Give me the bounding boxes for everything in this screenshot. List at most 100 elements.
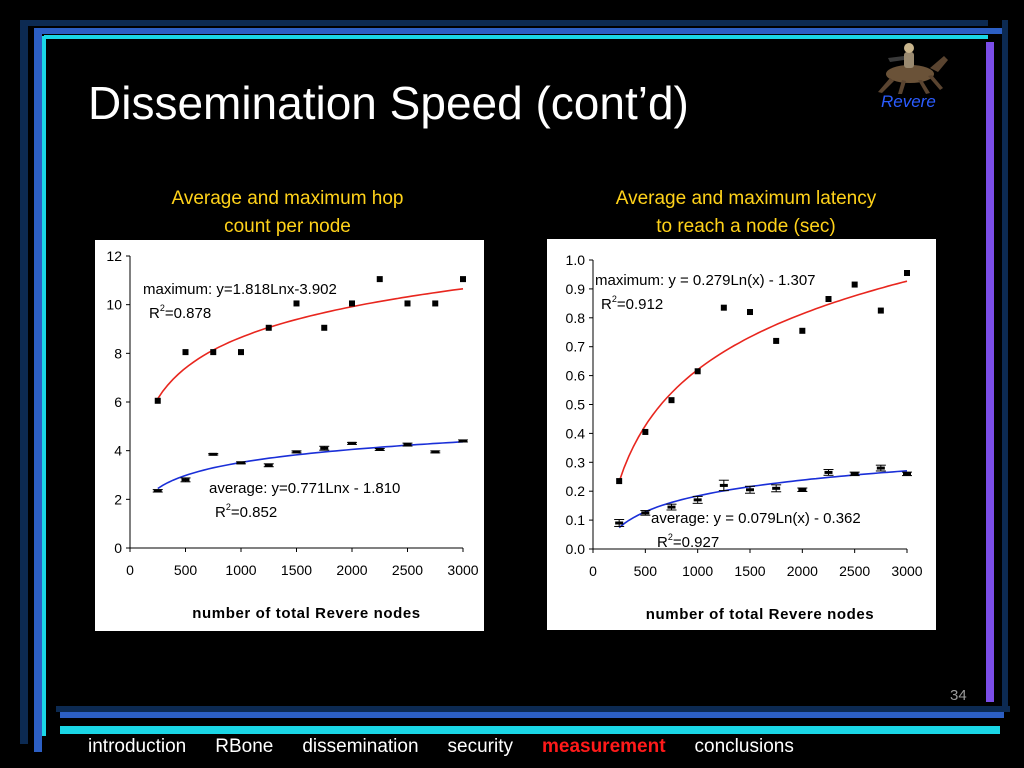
chart2-title: Average and maximum latency to reach a n… [570,185,922,241]
nav-item-conclusions[interactable]: conclusions [694,736,794,757]
chart2-y-tick-label: 0.0 [566,541,586,557]
chart1-average-point [375,447,384,451]
chart2-maximum-point [720,304,727,311]
chart2-average-point [824,470,833,474]
chart2-average-point [719,483,728,487]
chart2-plot: 0.0 0.1 0.2 0.3 0.4 0.5 0.6 0.7 0.8 0.9 1.0 0 500 100… [566,252,923,623]
nav-item-rbone[interactable]: RBone [215,736,274,757]
chart2-maximum-r2: R2=0.912 [601,294,663,313]
chart2-y-tick-label: 1.0 [566,252,586,268]
chart1-average-point [403,443,412,447]
chart2-average-point [667,505,676,509]
frame-left-cyan [42,36,46,736]
frame-bottom-blue [60,712,1004,718]
chart1-maximum-r2: R2=0.878 [149,303,211,322]
chart2-x-axis-label: number of total Revere nodes [646,606,875,623]
chart2-title-line: to reach a node (sec) [656,216,836,237]
chart2-x-tick-label: 1000 [682,563,713,579]
frame-left-dark [20,20,28,744]
chart2-y-tick-label: 0.8 [566,310,586,326]
chart2-y-tick-label: 0.7 [566,339,586,355]
chart2-maximum-equation: maximum: y = 0.279Ln(x) - 1.307 [595,272,816,289]
chart1-maximum-point [154,397,161,404]
chart2-average-point [876,466,885,470]
slide-number: 34 [950,687,967,704]
chart1-x-tick-label: 1000 [225,562,256,578]
chart1-maximum-fit-line [157,288,464,400]
chart2-y-tick-label: 0.2 [566,483,586,499]
chart2-average-point [850,472,859,476]
chart1-r2-superscript: 2 [160,303,165,313]
chart2-maximum-point [904,270,910,277]
chart2-r2-value: =0.912 [617,296,663,313]
chart2-average-point [746,488,754,492]
chart1-title-line: count per node [224,216,351,237]
chart1-x-tick-label: 2000 [336,562,367,578]
chart2-r2-superscript: 2 [668,532,673,542]
chart1-maximum-point [265,324,272,331]
chart1-x-axis-label: number of total Revere nodes [192,605,421,622]
chart1-average-point [459,439,467,443]
chart2-x-tick-label: 0 [589,563,597,579]
chart2-maximum-point [616,478,623,485]
chart2-average-equation: average: y = 0.079Ln(x) - 0.362 [651,510,861,527]
chart2-r2-superscript: 2 [612,294,617,304]
chart1-maximum-point [293,300,300,307]
chart1-y-tick-label: 4 [114,443,122,459]
section-nav: introduction RBone dissemination securit… [88,736,928,762]
chart2-maximum-fit-line [618,280,908,482]
chart1-average-point [181,478,190,482]
chart1-y-tick-label: 2 [114,491,122,507]
nav-item-measurement[interactable]: measurement [541,736,666,757]
chart2-average-point [615,521,624,525]
chart1-average-fit-line [157,441,464,490]
chart2-average-r2: R2=0.927 [657,532,719,551]
chart2-average-point [903,472,911,476]
chart1-maximum-point [349,300,355,307]
chart2-average-point [693,498,702,502]
frame-right-dark [1002,20,1008,710]
chart1-y-tick-label: 6 [114,394,122,410]
chart2-maximum-point [668,397,675,404]
chart1-maximum-point [238,349,244,356]
nav-item-dissemination[interactable]: dissemination [302,736,419,757]
chart1-x-tick-label: 500 [174,562,198,578]
chart2-title-line: Average and maximum latency [615,188,877,209]
chart2-x-tick-label: 2000 [787,563,818,579]
horse-rider-icon [878,43,948,94]
chart1-y-tick-label: 0 [114,540,122,556]
frame-top-blue [36,28,1004,34]
chart1-average-point [431,450,440,454]
nav-item-introduction[interactable]: introduction [88,736,187,757]
chart2-average-point [641,511,650,515]
chart1-average-r2: R2=0.852 [215,502,277,521]
chart1-average-point [237,461,245,465]
chart1-average-point [348,441,356,445]
chart1-maximum-point [460,276,466,283]
frame-top-cyan [44,35,988,39]
chart1-average-point [320,446,329,450]
chart1-x-tick-label: 3000 [447,562,478,578]
chart1-y-tick-label: 8 [114,345,122,361]
chart2-maximum-point [877,307,884,314]
chart1-panel: 0 2 4 6 8 10 12 0 500 1000 1500 2000 2500 3000 number … [95,240,484,631]
chart1-r2-symbol: R [215,504,226,521]
chart1-average-point [292,450,301,454]
chart1-r2-superscript: 2 [226,502,231,512]
chart2-y-tick-label: 0.5 [566,397,586,413]
chart1-y-tick-label: 10 [106,297,122,313]
slide-title: Dissemination Speed (cont’d) [88,77,689,129]
chart1-plot: 0 2 4 6 8 10 12 0 500 1000 1500 2000 2500 3000 number … [106,248,478,622]
chart2-average-point [798,488,807,492]
chart2-maximum-point [825,296,832,303]
frame-bottom-dark [56,706,1010,712]
chart1-maximum-point [432,300,439,307]
chart1-average-point [209,452,218,456]
chart2-y-tick-label: 0.4 [566,425,586,441]
chart2-y-tick-label: 0.1 [566,512,586,528]
chart1-title-line: Average and maximum hop [171,188,404,209]
chart2-y-tick-label: 0.9 [566,281,586,297]
chart1-r2-value: =0.878 [165,305,211,322]
chart1-x-tick-label: 0 [126,562,134,578]
nav-item-security[interactable]: security [447,736,513,757]
